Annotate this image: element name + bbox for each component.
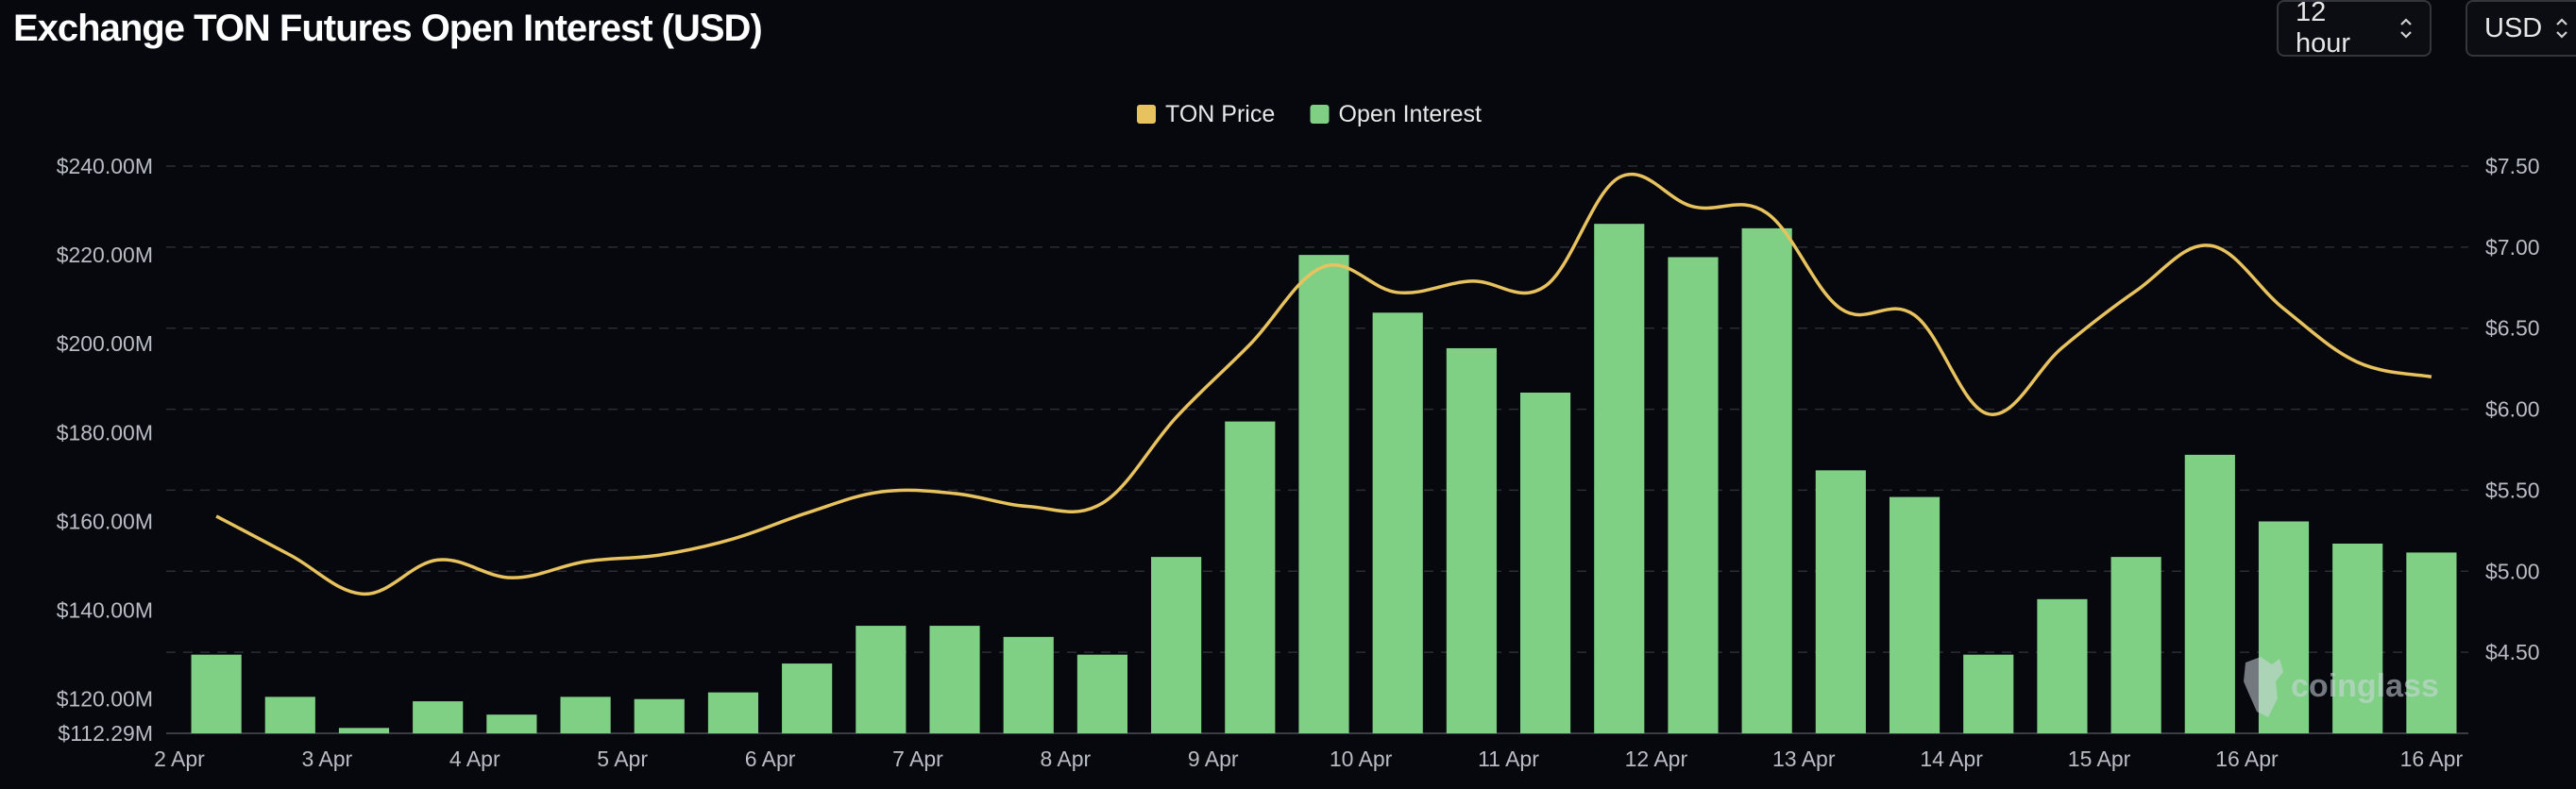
open-interest-bar xyxy=(782,663,833,733)
left-axis-tick-label: $120.00M xyxy=(57,687,153,712)
ton-price-series-line xyxy=(215,172,2432,596)
open-interest-bar xyxy=(1225,421,1276,733)
left-axis-tick-label: $200.00M xyxy=(57,331,153,356)
interval-selector-label: 12 hour xyxy=(2296,0,2351,59)
left-y-axis: $240.00M $220.00M $200.00M $180.00M $160.00M… xyxy=(57,154,153,746)
left-axis-tick-label: $180.00M xyxy=(57,420,153,445)
open-interest-bar xyxy=(1668,257,1719,733)
x-axis-tick-label: 10 Apr xyxy=(1330,747,1393,771)
currency-selector[interactable]: USD xyxy=(2466,0,2576,57)
legend-label: TON Price xyxy=(1165,101,1275,127)
x-axis-tick-label: 2 Apr xyxy=(154,747,205,771)
currency-selector-label: USD xyxy=(2484,12,2543,43)
open-interest-bar xyxy=(929,626,980,733)
chevron-updown-icon xyxy=(2399,16,2413,41)
right-axis-tick-label: $5.50 xyxy=(2485,478,2540,502)
legend-swatch xyxy=(1310,105,1330,124)
x-axis-tick-label: 4 Apr xyxy=(449,747,500,771)
right-axis-tick-label: $5.00 xyxy=(2485,559,2540,583)
open-interest-bar xyxy=(1963,654,2014,733)
open-interest-bar xyxy=(2406,552,2457,733)
right-axis-tick-label: $4.50 xyxy=(2485,640,2540,664)
x-axis-tick-label: 12 Apr xyxy=(1625,747,1688,771)
x-axis-tick-label: 7 Apr xyxy=(892,747,943,771)
legend-label: Open Interest xyxy=(1339,101,1483,127)
open-interest-bar xyxy=(1446,347,1497,733)
open-interest-bar xyxy=(1889,496,1940,733)
open-interest-bar xyxy=(707,692,759,733)
x-axis-tick-label: 14 Apr xyxy=(1920,747,1983,771)
left-axis-tick-label: $240.00M xyxy=(57,154,153,178)
x-axis-tick-label: 8 Apr xyxy=(1040,747,1091,771)
page-title: Exchange TON Futures Open Interest (USD) xyxy=(13,8,763,49)
ton-price-line xyxy=(215,172,2432,596)
x-axis-tick-label: 6 Apr xyxy=(745,747,796,771)
open-interest-bar xyxy=(1519,393,1571,733)
open-interest-bars xyxy=(191,224,2457,733)
open-interest-bar xyxy=(2184,454,2235,733)
left-axis-tick-label: $112.29M xyxy=(58,721,153,746)
open-interest-bar xyxy=(1741,227,1792,733)
open-interest-bar xyxy=(1298,255,1349,733)
open-interest-bar xyxy=(191,654,242,733)
open-interest-bar xyxy=(486,714,537,733)
open-interest-bar xyxy=(264,697,315,733)
coinglass-watermark: coinglass xyxy=(2244,657,2439,717)
open-interest-bar xyxy=(1076,654,1128,733)
right-y-axis: $7.50 $7.00 $6.50 $6.00 $5.50 $5.00 $4.50 xyxy=(2485,154,2540,664)
left-axis-tick-label: $140.00M xyxy=(57,598,153,623)
x-axis: 2 Apr 3 Apr 4 Apr 5 Apr 6 Apr 7 Apr 8 Apr 9 Apr… xyxy=(154,747,2463,771)
x-axis-tick-label: 5 Apr xyxy=(597,747,648,771)
open-interest-bar xyxy=(856,626,907,733)
open-interest-bar xyxy=(338,728,390,733)
left-axis-tick-label: $160.00M xyxy=(57,509,153,533)
open-interest-bar xyxy=(2110,557,2161,733)
x-axis-tick-label: 3 Apr xyxy=(302,747,353,771)
open-interest-bar xyxy=(2037,598,2088,733)
open-interest-bar xyxy=(1372,312,1423,733)
open-interest-bar xyxy=(1594,224,1645,733)
right-axis-tick-label: $6.00 xyxy=(2485,397,2540,422)
x-axis-tick-label: 16 Apr xyxy=(2215,747,2279,771)
open-interest-bar xyxy=(1003,636,1054,733)
right-axis-tick-label: $7.50 xyxy=(2485,154,2540,178)
watermark-text: coinglass xyxy=(2291,668,2439,704)
open-interest-bar xyxy=(413,701,464,733)
legend: TON Price Open Interest xyxy=(1137,101,1482,127)
x-axis-tick-label: 11 Apr xyxy=(1478,747,1539,771)
open-interest-bar xyxy=(2332,544,2383,733)
open-interest-bar xyxy=(1151,557,1202,733)
right-axis-tick-label: $6.50 xyxy=(2485,316,2540,341)
open-interest-bar xyxy=(634,698,685,733)
interval-selector[interactable]: 12 hour xyxy=(2277,0,2432,59)
x-axis-tick-label: 9 Apr xyxy=(1188,747,1239,771)
chevron-updown-icon xyxy=(2555,16,2568,41)
x-axis-tick-label: 15 Apr xyxy=(2068,747,2131,771)
open-interest-bar xyxy=(560,697,611,733)
right-axis-tick-label: $7.00 xyxy=(2485,235,2540,260)
coinglass-logo-icon xyxy=(2244,657,2283,717)
x-axis-tick-label: 13 Apr xyxy=(1772,747,1836,771)
open-interest-bar xyxy=(1815,470,1866,733)
left-axis-tick-label: $220.00M xyxy=(57,243,153,267)
x-axis-tick-label: 16 Apr xyxy=(2400,747,2464,771)
legend-swatch xyxy=(1137,105,1156,124)
